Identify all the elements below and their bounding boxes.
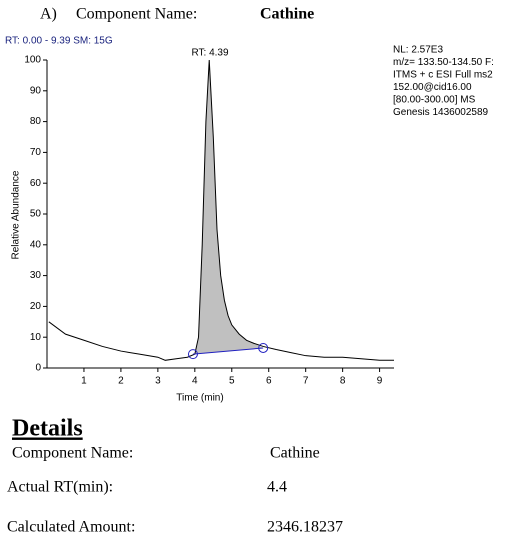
x-tick-label: 5 — [229, 376, 235, 387]
header-index: A) — [40, 6, 57, 23]
header-label: Component Name: — [76, 6, 197, 23]
x-tick-label: 8 — [340, 376, 346, 387]
info-line: NL: 2.57E3 — [393, 45, 443, 56]
detail-value: Cathine — [270, 445, 320, 462]
peak-area — [192, 60, 264, 355]
details-title: Details — [12, 416, 83, 442]
info-line: Genesis 1436002589 — [393, 107, 489, 118]
peak-label: RT: 4.39 — [191, 48, 228, 59]
info-line: [80.00-300.00] MS — [393, 95, 476, 106]
detail-value: 2346.18237 — [267, 519, 343, 536]
x-axis-label: Time (min) — [176, 393, 223, 404]
x-tick-label: 6 — [266, 376, 272, 387]
info-line: 152.00@cid16.00 — [393, 82, 472, 93]
range-text: RT: 0.00 - 9.39 SM: 15G — [5, 36, 113, 47]
y-tick-label: 90 — [30, 85, 42, 96]
x-tick-label: 4 — [192, 376, 198, 387]
detail-label: Calculated Amount: — [7, 519, 135, 536]
baseline — [192, 347, 264, 355]
y-tick-label: 20 — [30, 301, 42, 312]
detail-label: Component Name: — [12, 445, 133, 462]
y-tick-label: 70 — [30, 147, 42, 158]
info-line: ITMS + c ESI Full ms2 — [393, 70, 493, 81]
header-value: Cathine — [260, 6, 314, 23]
y-tick-label: 30 — [30, 270, 42, 281]
y-tick-label: 10 — [30, 332, 42, 343]
y-axis-label: Relative Abundance — [11, 170, 22, 259]
x-tick-label: 9 — [377, 376, 383, 387]
y-tick-label: 50 — [30, 209, 42, 220]
y-tick-label: 0 — [35, 363, 41, 374]
x-tick-label: 7 — [303, 376, 309, 387]
detail-value: 4.4 — [267, 479, 287, 496]
y-tick-label: 40 — [30, 239, 42, 250]
peak-marker — [258, 342, 269, 353]
y-tick-label: 100 — [24, 55, 41, 66]
trace — [48, 59, 394, 361]
y-tick-label: 60 — [30, 178, 42, 189]
info-line: m/z= 133.50-134.50 F: — [393, 57, 494, 68]
detail-label: Actual RT(min): — [7, 479, 113, 496]
x-tick-label: 3 — [155, 376, 161, 387]
y-tick-label: 80 — [30, 116, 42, 127]
peak-marker — [187, 349, 198, 360]
x-tick-label: 2 — [118, 376, 124, 387]
x-tick-label: 1 — [81, 376, 87, 387]
